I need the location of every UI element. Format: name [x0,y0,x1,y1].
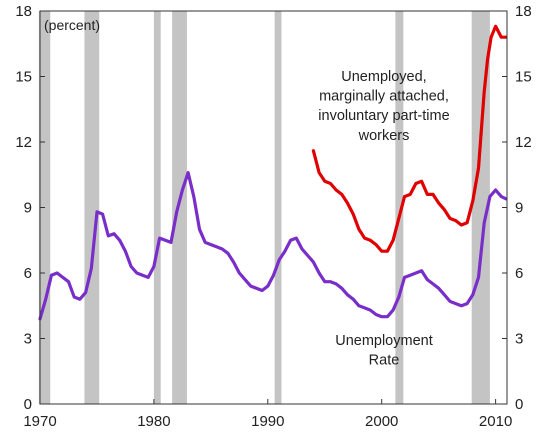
x-tick-label: 1990 [251,413,284,430]
recession-band [274,11,282,404]
recession-band [471,11,490,404]
y-tick-label-right: 18 [515,3,532,20]
annotation-u6: workers [358,128,410,144]
annotation-u6: Unemployed, [341,69,426,85]
annotation-u3: Unemployment [335,333,433,349]
y-tick-label-left: 3 [24,331,32,348]
y-tick-label-left: 9 [24,200,32,217]
y-tick-label-right: 0 [515,396,523,413]
y-tick-label-right: 12 [515,134,532,151]
recession-band [84,11,100,404]
y-tick-label-left: 12 [15,134,32,151]
recession-band [172,11,187,404]
y-tick-label-right: 9 [515,200,523,217]
annotation-u6: marginally attached, [319,89,449,105]
y-tick-label-right: 3 [515,331,523,348]
x-tick-label: 2000 [365,413,398,430]
series-lines [38,24,508,321]
x-tick-label: 1980 [137,413,170,430]
axes: 0 0 3 3 6 6 9 9 12 12 15 15 18 18 1970 1980 1990 2000 2010 [15,3,531,430]
unit-label: (percent) [44,17,100,33]
y-tick-label-left: 18 [15,3,32,20]
annotation-u6: involuntary part-time [318,108,449,124]
y-tick-label-right: 6 [515,265,523,282]
y-tick-label-left: 0 [24,396,32,413]
y-tick-label-left: 15 [15,69,32,86]
series-line-u6 [311,24,508,253]
y-tick-label-left: 6 [24,265,32,282]
annotation-u3: Rate [369,353,400,369]
x-tick-label: 2010 [479,413,512,430]
series-line-u3 [38,171,508,321]
labels: (percent) Unemployed, marginally attached… [44,17,450,369]
recession-band [395,11,404,404]
recession-band [153,11,161,404]
y-tick-label-right: 15 [515,69,532,86]
x-tick-label: 1970 [23,413,56,430]
